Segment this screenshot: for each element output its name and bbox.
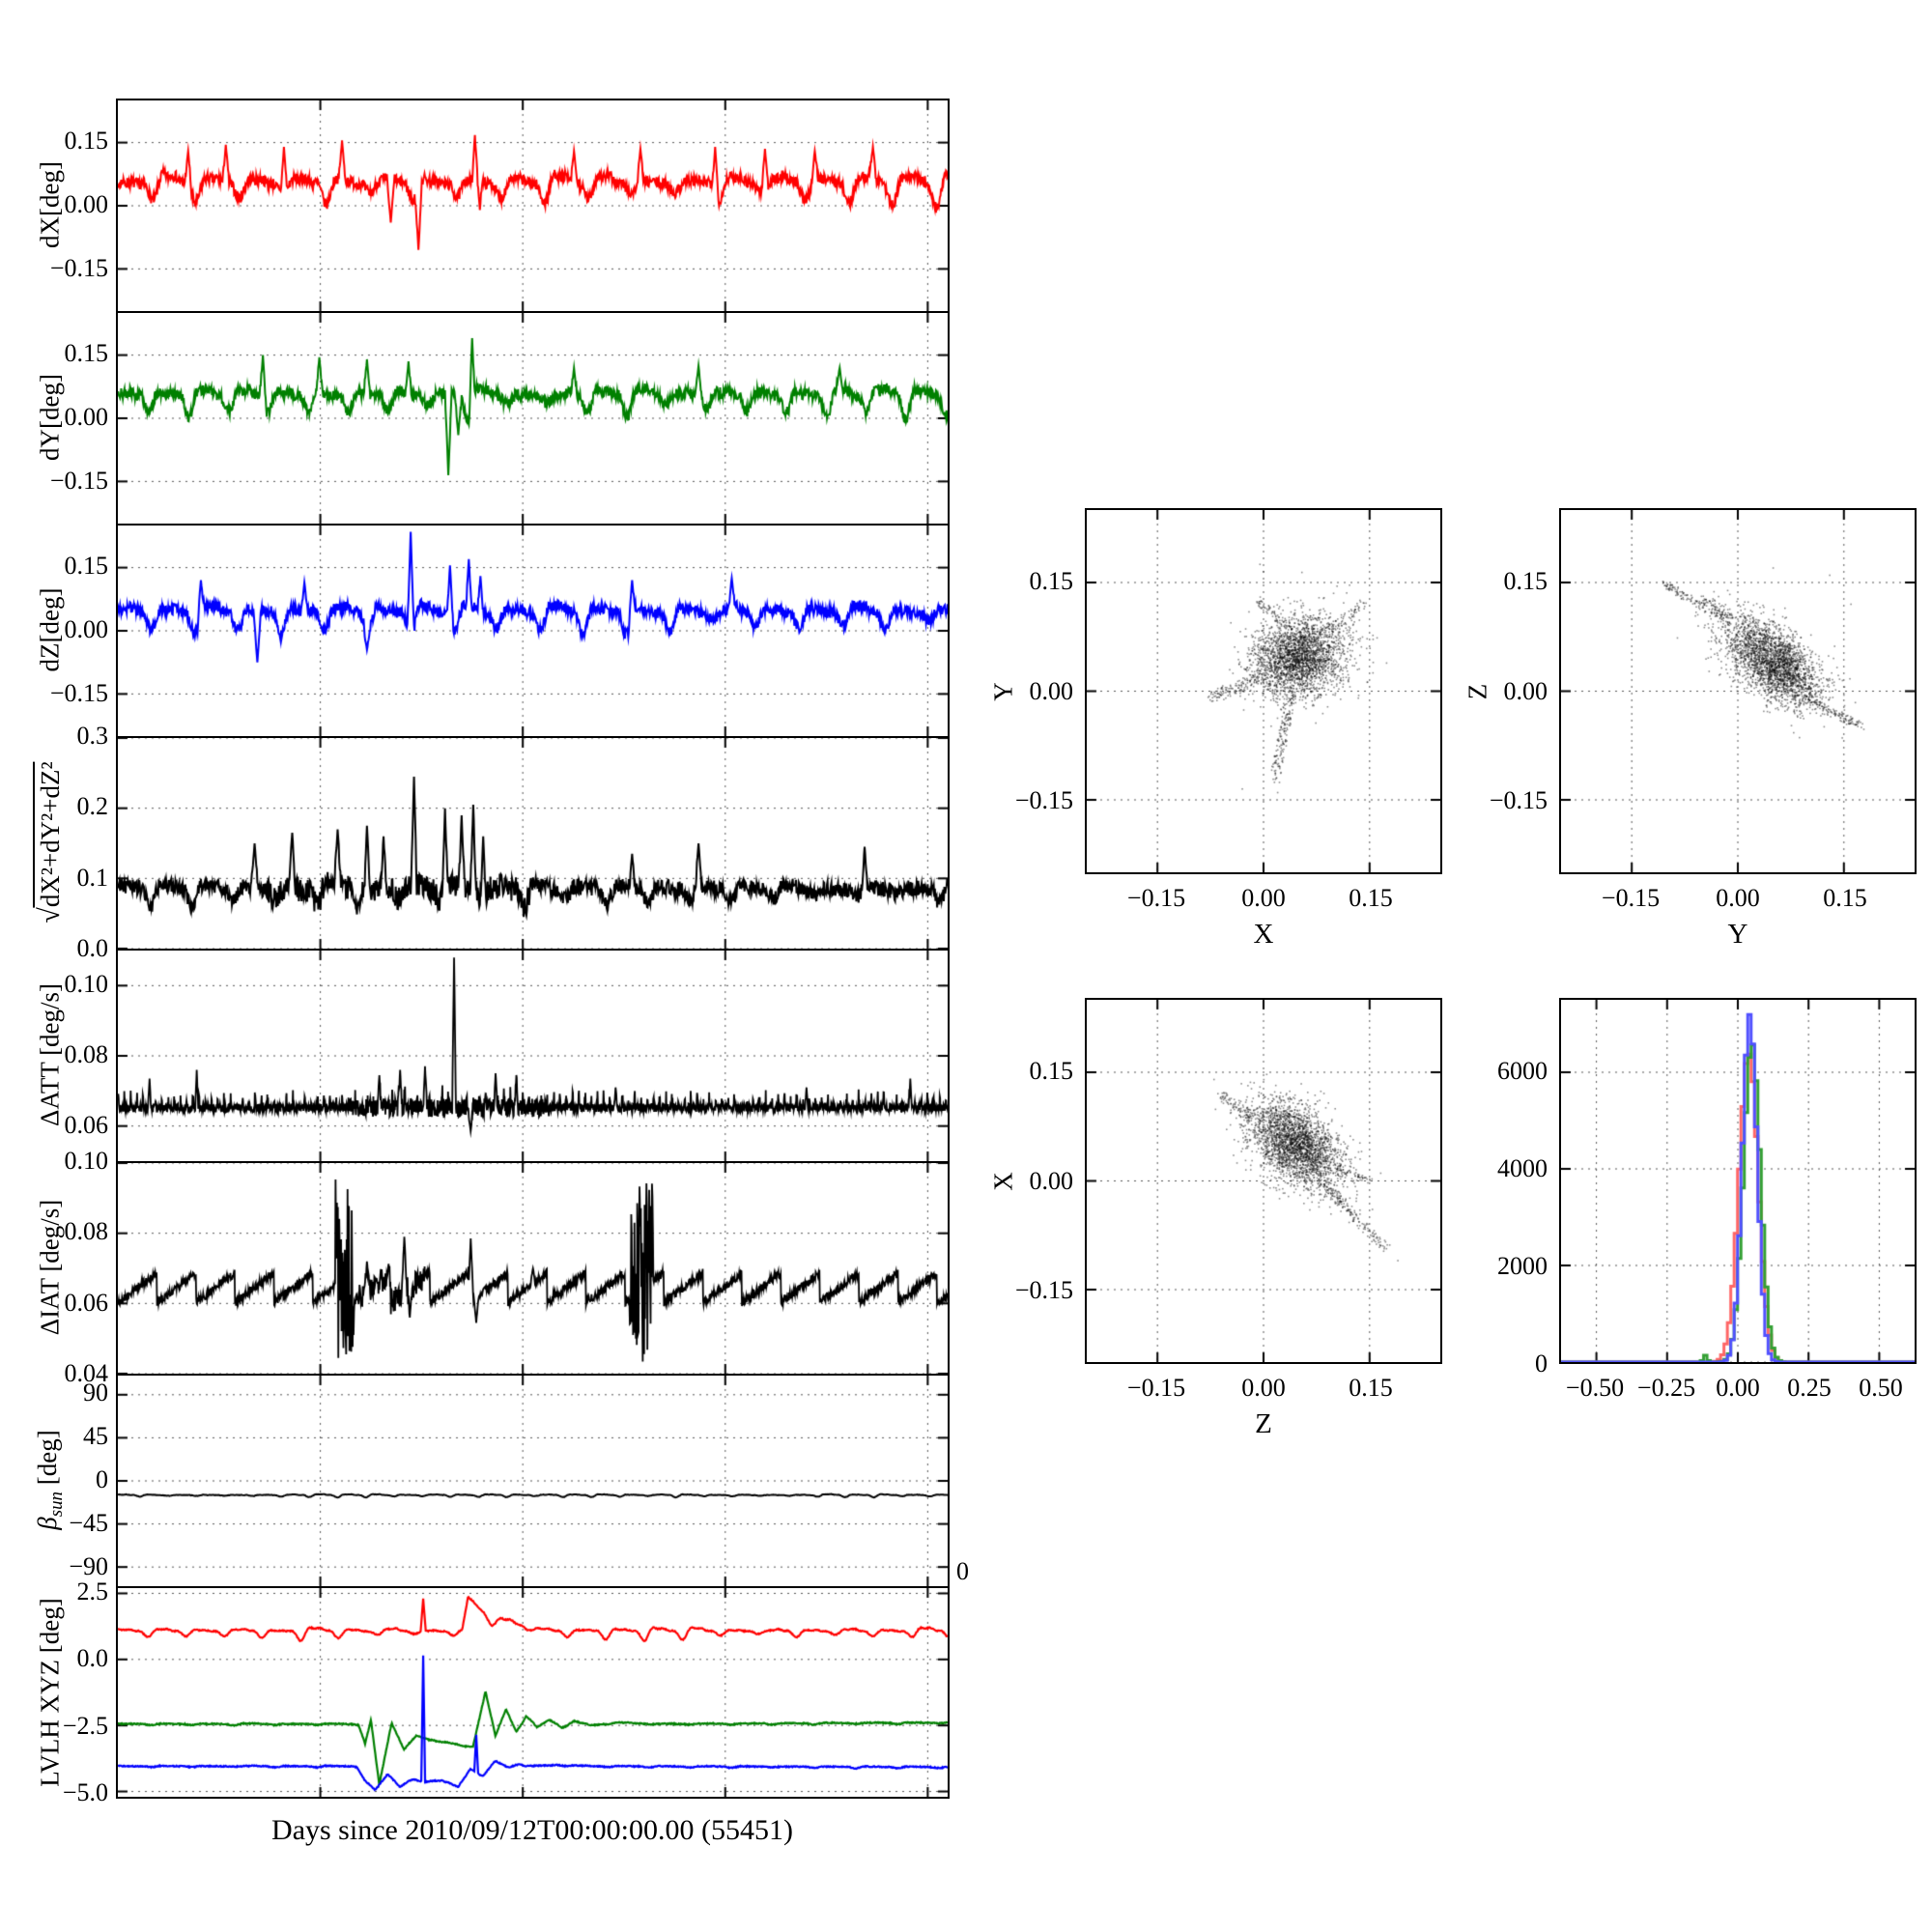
scatter-x-axis-label: X xyxy=(1253,919,1274,950)
y-tick-label: 2000 xyxy=(1497,1251,1548,1280)
y-axis-label-lvlh: LVLH XYZ [deg] xyxy=(36,1598,66,1786)
x-tick-label: −0.25 xyxy=(1636,1374,1696,1402)
scatter-y-vs-x-area xyxy=(1085,508,1442,874)
x-tick-label: 0.00 xyxy=(1241,1374,1286,1402)
y-tick-label: 0.2 xyxy=(76,792,109,821)
y-tick-label: 0.3 xyxy=(76,722,109,750)
y-tick-label: 0.10 xyxy=(64,1147,109,1175)
scatter-x-vs-z-canvas xyxy=(1087,1000,1440,1362)
y-tick-label: 0.10 xyxy=(64,969,109,998)
y-tick-label: 0.06 xyxy=(64,1111,109,1140)
y-tick-label: 4000 xyxy=(1497,1153,1548,1182)
plot-area-dx xyxy=(116,99,950,311)
plot-area-dy xyxy=(116,311,950,524)
plot-area-beta-sun xyxy=(116,1374,950,1586)
y-axis-label-text: LVLH XYZ [deg] xyxy=(35,1598,65,1787)
x-tick-label: 0.15 xyxy=(1349,884,1393,912)
x-tick-label: 0.00 xyxy=(1241,884,1286,912)
scatter-z-vs-y-canvas xyxy=(1561,510,1915,872)
scatter-y-vs-x-canvas xyxy=(1087,510,1440,872)
x-tick-label: −0.15 xyxy=(1126,1374,1186,1402)
plot-area-magnitude xyxy=(116,736,950,949)
y-tick-label: 0.00 xyxy=(64,403,109,431)
y-tick-label: 45 xyxy=(83,1422,108,1450)
y-tick-label: 0.0 xyxy=(76,934,109,962)
x-tick-label: 0.00 xyxy=(1716,884,1760,912)
y-tick-label: −0.15 xyxy=(49,679,108,707)
scatter-x-vs-z-area xyxy=(1085,998,1442,1364)
y-tick-label: 2.5 xyxy=(76,1577,109,1605)
y-tick-label: 0.0 xyxy=(76,1644,109,1673)
y-tick-label: 90 xyxy=(83,1378,108,1406)
dy-canvas xyxy=(118,313,948,524)
histogram-area xyxy=(1559,998,1917,1364)
y-tick-label: 0.15 xyxy=(64,552,109,580)
y-axis-label-magnitude: √dX²+dY²+dZ² xyxy=(33,761,67,923)
y-tick-label: −45 xyxy=(69,1509,108,1537)
y-tick-label: −90 xyxy=(69,1552,108,1580)
delta-iat-canvas xyxy=(118,1163,948,1374)
y-tick-label: 0.08 xyxy=(64,1217,109,1246)
y-tick-label: 6000 xyxy=(1497,1056,1548,1085)
delta-att-canvas xyxy=(118,951,948,1161)
plot-area-lvlh xyxy=(116,1586,950,1799)
radical-symbol: √ xyxy=(34,907,66,923)
y-tick-label: 0.06 xyxy=(64,1288,109,1317)
y-tick-label: 0.15 xyxy=(64,127,109,155)
dz-canvas xyxy=(118,526,948,736)
y-tick-label: −5.0 xyxy=(62,1778,108,1807)
y-tick-label: 0 xyxy=(1535,1350,1548,1378)
x-tick-label: −0.15 xyxy=(1126,884,1186,912)
y-tick-label: 0.15 xyxy=(64,339,109,367)
y-tick-label: 0.15 xyxy=(1029,1056,1074,1085)
histogram-canvas xyxy=(1561,1000,1915,1362)
plot-area-delta-iat xyxy=(116,1161,950,1374)
x-tick-label: 0.00 xyxy=(1716,1374,1760,1402)
y-tick-label: 0.04 xyxy=(64,1359,109,1387)
y-tick-label: −0.15 xyxy=(1014,1276,1073,1305)
x-tick-label: 0.15 xyxy=(1349,1374,1393,1402)
plot-area-dz xyxy=(116,524,950,736)
y-tick-label: −0.15 xyxy=(49,254,108,282)
plot-area-delta-att xyxy=(116,949,950,1161)
x-tick-label: 0.15 xyxy=(1823,884,1867,912)
scatter-x-axis-label: Z xyxy=(1255,1408,1272,1439)
scatter-x-axis-label: Y xyxy=(1727,919,1748,950)
y-tick-label: −0.15 xyxy=(49,467,108,495)
stray-zero-label: 0 xyxy=(956,1557,969,1585)
x-axis-label: Days since 2010/09/12T00:00:00.00 (55451… xyxy=(271,1814,793,1846)
y-tick-label: 0.15 xyxy=(1503,566,1548,595)
y-tick-label: 0.08 xyxy=(64,1040,109,1068)
x-tick-label: 0.50 xyxy=(1859,1374,1903,1402)
y-tick-label: 0.00 xyxy=(1503,676,1548,705)
y-tick-label: 0.1 xyxy=(76,863,109,892)
y-tick-label: 0.00 xyxy=(64,190,109,218)
y-tick-label: −2.5 xyxy=(62,1711,108,1740)
x-tick-label: −0.15 xyxy=(1601,884,1661,912)
beta-sun-canvas xyxy=(118,1376,948,1586)
scatter-z-vs-y-area xyxy=(1559,508,1917,874)
y-tick-label: 0.00 xyxy=(1029,676,1074,705)
magnitude-canvas xyxy=(118,738,948,949)
x-tick-label: 0.25 xyxy=(1787,1374,1832,1402)
x-tick-label: −0.50 xyxy=(1565,1374,1625,1402)
y-tick-label: 0 xyxy=(96,1465,108,1493)
y-tick-label: 0.15 xyxy=(1029,566,1074,595)
dx-canvas xyxy=(118,100,948,311)
lvlh-canvas xyxy=(118,1588,948,1797)
y-tick-label: 0.00 xyxy=(64,615,109,643)
y-tick-label: −0.15 xyxy=(1014,786,1073,815)
y-tick-label: 0.00 xyxy=(1029,1166,1074,1195)
y-tick-label: −0.15 xyxy=(1489,786,1548,815)
